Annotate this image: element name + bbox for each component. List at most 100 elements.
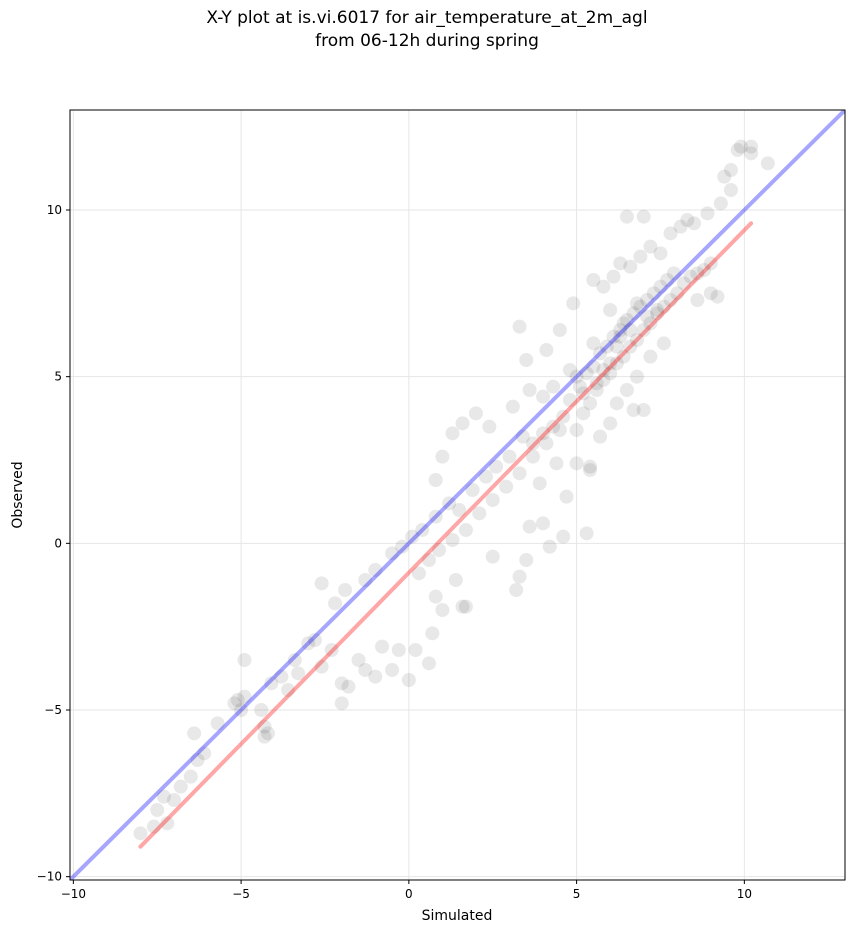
data-point xyxy=(673,219,688,234)
data-point xyxy=(539,343,554,357)
data-point xyxy=(633,249,648,264)
data-point xyxy=(442,496,457,511)
data-point xyxy=(629,296,644,311)
data-point xyxy=(536,516,551,531)
regression-lines xyxy=(70,110,845,880)
data-point xyxy=(572,379,587,394)
data-point xyxy=(616,316,631,331)
data-point xyxy=(391,643,406,657)
data-point xyxy=(723,183,738,197)
data-point xyxy=(646,286,661,301)
chart-subtitle: from 06-12h during spring xyxy=(315,31,539,51)
plot-frame xyxy=(69,109,846,881)
data-point xyxy=(465,483,480,497)
data-point xyxy=(187,726,202,741)
data-point xyxy=(569,423,584,437)
data-point xyxy=(576,386,591,401)
data-point xyxy=(760,156,775,171)
data-point xyxy=(670,286,685,301)
data-point xyxy=(428,589,443,604)
data-point xyxy=(717,169,732,184)
chart-title: X-Y plot at is.vi.6017 for air_temperatu… xyxy=(206,8,648,28)
data-point xyxy=(650,303,665,317)
data-point xyxy=(730,143,745,157)
data-point xyxy=(505,399,520,414)
data-point xyxy=(411,566,426,581)
y-tick-label: −5 xyxy=(44,703,62,717)
data-point xyxy=(428,473,443,487)
data-point xyxy=(401,673,416,687)
data-point xyxy=(710,289,725,304)
data-point xyxy=(629,369,644,384)
data-point xyxy=(485,493,500,507)
data-point xyxy=(697,263,712,277)
data-point xyxy=(569,456,584,471)
data-point xyxy=(375,639,390,654)
data-point xyxy=(448,573,463,587)
data-point xyxy=(445,533,460,547)
data-point xyxy=(482,419,497,434)
data-point xyxy=(150,803,165,817)
data-point xyxy=(183,769,198,784)
data-point xyxy=(358,573,373,587)
data-point xyxy=(525,449,540,464)
data-point xyxy=(287,653,302,667)
data-point xyxy=(603,366,618,381)
data-point xyxy=(546,379,561,394)
data-point xyxy=(468,406,483,421)
data-point xyxy=(676,276,691,291)
data-point xyxy=(623,259,638,274)
data-point xyxy=(603,303,618,317)
data-point xyxy=(643,316,658,331)
data-point xyxy=(589,383,604,397)
data-point xyxy=(599,339,614,354)
data-point xyxy=(274,669,289,684)
data-point xyxy=(586,359,601,374)
data-point xyxy=(385,663,400,677)
data-point xyxy=(260,726,275,741)
data-point xyxy=(559,489,574,504)
data-point xyxy=(583,396,598,411)
data-point xyxy=(334,676,349,691)
y-tick-label: 10 xyxy=(47,203,62,217)
data-point xyxy=(512,569,527,584)
data-point xyxy=(328,596,343,611)
data-point xyxy=(609,396,624,411)
data-point xyxy=(133,826,148,841)
data-point xyxy=(314,576,329,591)
data-point xyxy=(525,436,540,451)
data-point xyxy=(351,653,366,667)
data-point xyxy=(549,456,564,471)
data-point xyxy=(146,819,161,834)
data-point xyxy=(566,296,581,311)
data-point xyxy=(626,306,641,321)
fit-line xyxy=(138,221,754,849)
data-point xyxy=(643,239,658,254)
data-point xyxy=(680,213,695,227)
data-point xyxy=(650,306,665,321)
data-point xyxy=(425,626,440,641)
data-point xyxy=(156,789,171,804)
data-point xyxy=(458,523,473,537)
data-point xyxy=(653,279,668,294)
data-point xyxy=(385,546,400,561)
data-point xyxy=(227,696,242,711)
data-point xyxy=(485,549,500,564)
data-point xyxy=(596,279,611,294)
data-point xyxy=(532,476,547,491)
data-point xyxy=(338,583,353,597)
data-point xyxy=(324,643,339,657)
data-point xyxy=(640,309,655,324)
data-point xyxy=(452,503,467,517)
x-tick-label: 0 xyxy=(405,887,413,901)
data-point xyxy=(237,653,252,667)
data-point xyxy=(562,393,577,407)
data-point xyxy=(579,526,594,541)
grid xyxy=(70,110,845,880)
data-point xyxy=(589,376,604,391)
data-point xyxy=(619,209,634,224)
data-point xyxy=(405,529,420,544)
data-point xyxy=(683,269,698,284)
